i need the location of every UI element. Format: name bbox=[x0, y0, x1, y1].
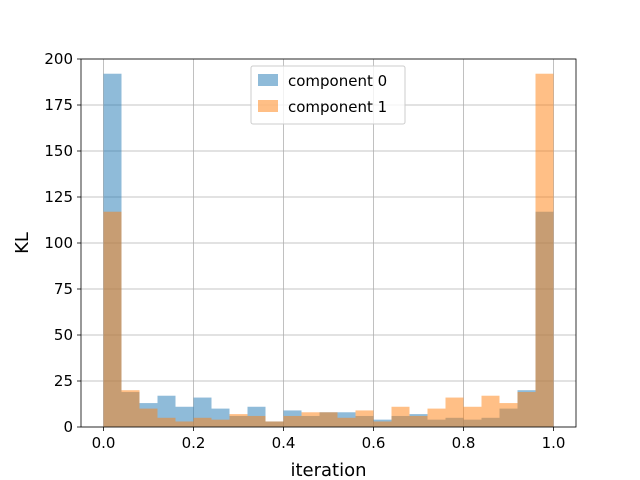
bar-component-1-bin-22 bbox=[499, 403, 518, 427]
bar-component-1-bin-9 bbox=[265, 421, 284, 427]
x-tick-label: 0.4 bbox=[272, 434, 296, 452]
bar-component-1-bin-18 bbox=[427, 408, 446, 427]
bar-component-1-bin-2 bbox=[139, 408, 158, 427]
legend: component 0 component 1 bbox=[250, 65, 406, 125]
bar-component-1-bin-6 bbox=[211, 419, 230, 427]
x-tick-label: 0.0 bbox=[92, 434, 116, 452]
y-tick-label: 125 bbox=[44, 188, 73, 206]
x-tick-label: 0.6 bbox=[362, 434, 386, 452]
x-axis: 0.0 0.2 0.4 0.6 0.8 1.0 bbox=[92, 427, 566, 452]
y-tick-label: 75 bbox=[54, 280, 73, 298]
y-axis: 0 25 50 75 100 125 150 175 200 bbox=[44, 50, 81, 436]
bar-component-1-bin-21 bbox=[481, 395, 500, 427]
bar-component-1-bin-12 bbox=[319, 412, 338, 427]
x-tick-label: 0.2 bbox=[182, 434, 206, 452]
bar-component-1-bin-1 bbox=[121, 390, 140, 427]
bar-component-1-bin-19 bbox=[445, 397, 464, 427]
y-tick-label: 200 bbox=[44, 50, 73, 68]
bar-component-1-bin-3 bbox=[157, 417, 176, 427]
bar-component-1-bin-10 bbox=[283, 415, 302, 427]
y-tick-label: 25 bbox=[54, 372, 73, 390]
x-tick-label: 0.8 bbox=[452, 434, 476, 452]
bar-component-1-bin-8 bbox=[247, 415, 266, 427]
x-axis-label: iteration bbox=[290, 460, 366, 480]
legend-label-component-1: component 1 bbox=[288, 98, 387, 116]
histogram-bars bbox=[103, 73, 554, 427]
y-tick-label: 175 bbox=[44, 96, 73, 114]
bar-component-1-bin-16 bbox=[391, 406, 410, 427]
y-tick-label: 100 bbox=[44, 234, 73, 252]
bar-component-1-bin-17 bbox=[409, 415, 428, 427]
bar-component-1-bin-15 bbox=[373, 421, 392, 427]
bar-component-1-bin-13 bbox=[337, 417, 356, 427]
bar-component-1-bin-5 bbox=[193, 417, 212, 427]
bar-component-1-bin-23 bbox=[517, 392, 536, 427]
y-tick-label: 150 bbox=[44, 142, 73, 160]
bar-component-1-bin-0 bbox=[103, 211, 122, 427]
y-tick-label: 50 bbox=[54, 326, 73, 344]
bar-component-1-bin-20 bbox=[463, 406, 482, 427]
legend-swatch-component-1 bbox=[258, 100, 278, 112]
y-tick-label: 0 bbox=[63, 418, 73, 436]
legend-swatch-component-0 bbox=[258, 74, 278, 86]
bar-component-1-bin-4 bbox=[175, 421, 194, 427]
legend-label-component-0: component 0 bbox=[288, 72, 387, 90]
legend-box bbox=[250, 65, 406, 125]
bar-component-1-bin-7 bbox=[229, 414, 248, 427]
x-tick-label: 1.0 bbox=[542, 434, 566, 452]
bar-component-1-bin-24 bbox=[535, 73, 554, 427]
bar-component-1-bin-14 bbox=[355, 410, 374, 427]
bar-component-1-bin-11 bbox=[301, 412, 320, 427]
y-axis-label: KL bbox=[12, 232, 33, 254]
